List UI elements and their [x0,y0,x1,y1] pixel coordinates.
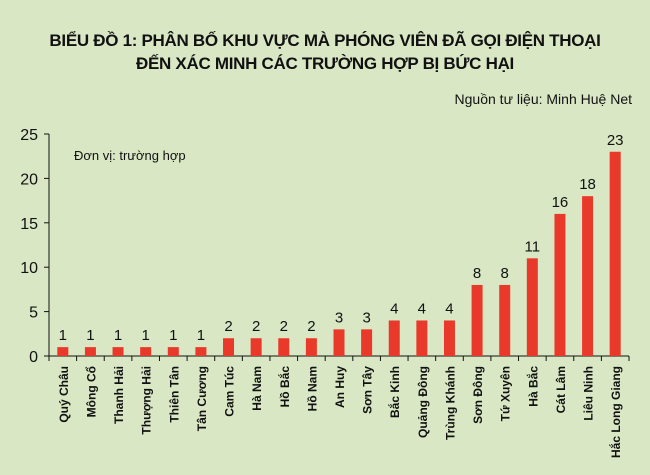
data-label: 3 [335,309,343,326]
x-tick-label: Tân Cương [195,366,209,431]
x-tick-label: Quảng Đông [416,366,430,438]
bar [443,320,455,356]
x-tick-label: Hà Nam [250,366,264,411]
bar [140,347,152,356]
x-tick-label: Cát Lâm [554,366,568,413]
data-label: 1 [141,327,149,344]
data-label: 2 [307,318,315,335]
x-tick-label: Liêu Ninh [582,366,596,421]
bar [416,320,428,356]
data-label: 1 [114,327,122,344]
data-label: 8 [501,265,509,282]
x-tick-label: Hắc Long Giang [608,366,623,458]
y-tick-label: 5 [29,305,38,322]
data-label: 2 [252,318,260,335]
x-tick-label: Thượng Hải [140,366,154,435]
chart-source: Nguồn tư liệu: Minh Huệ Net [454,91,632,107]
y-tick-label: 0 [29,349,38,366]
data-label: 16 [552,194,569,211]
chart-subtitle: ĐẾN XÁC MINH CÁC TRƯỜNG HỢP BỊ BỨC HẠI [136,54,514,73]
bar [57,347,69,356]
chart-title: BIỂU ĐỒ 1: PHÂN BỐ KHU VỰC MÀ PHÓNG VIÊN… [49,31,601,50]
data-label: 4 [445,300,453,317]
x-tick-label: Mông Cổ [84,366,98,417]
x-tick-label: Tứ Xuyên [499,366,513,421]
x-tick-label: Quý Châu [57,366,71,423]
x-tick-label: Sơn Tây [361,366,375,414]
bar [305,338,317,356]
data-label: 8 [473,265,481,282]
x-tick-label: Trùng Khánh [443,366,457,440]
data-label: 4 [390,300,398,317]
bar [333,329,345,356]
bar [388,320,400,356]
y-tick-label: 25 [20,127,38,144]
data-label: 3 [362,309,370,326]
bar [471,284,483,356]
x-tick-label: Hà Bắc [525,366,540,407]
data-label: 18 [579,176,596,193]
bar [167,347,179,356]
y-tick-label: 10 [20,260,38,277]
x-tick-label: Hồ Nam [305,366,319,411]
x-tick-label: An Huy [333,366,347,408]
bar [499,284,511,356]
data-label: 1 [59,327,67,344]
bar [223,338,235,356]
bar [526,258,538,356]
x-tick-label: Thiên Tân [167,366,181,423]
data-label: 2 [224,318,232,335]
bar [582,196,594,356]
data-label: 11 [525,238,541,255]
x-tick-label: Thanh Hải [112,366,126,424]
data-label: 1 [86,327,94,344]
unit-label: Đơn vị: trường hợp [74,148,186,163]
bar [250,338,262,356]
bar [278,338,290,356]
y-tick-label: 20 [20,171,38,188]
data-label: 1 [197,327,205,344]
bar [84,347,96,356]
y-tick-label: 15 [20,216,38,233]
bar [112,347,124,356]
bar [361,329,373,356]
x-tick-label: Cam Túc [223,366,237,417]
data-label: 23 [607,132,624,149]
data-label: 4 [418,300,426,317]
x-tick-label: Hồ Bắc [277,366,292,408]
bar [195,347,207,356]
bar [609,151,621,356]
x-tick-label: Bắc Kinh [387,366,402,418]
data-label: 2 [280,318,288,335]
bar [554,213,566,356]
data-label: 1 [169,327,177,344]
x-tick-label: Sơn Đông [471,366,485,424]
